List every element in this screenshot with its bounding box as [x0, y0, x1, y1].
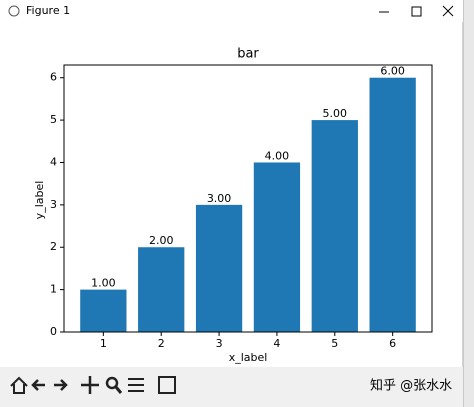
bar [311, 120, 358, 332]
y-tick-label: 0 [50, 325, 57, 338]
x-tick-label: 4 [273, 337, 280, 350]
y-tick-label: 6 [50, 71, 57, 84]
forward-button[interactable] [54, 379, 68, 391]
bar [138, 247, 185, 332]
back-button[interactable] [31, 379, 45, 391]
value-label: 2.00 [149, 234, 174, 247]
window-title: Figure 1 [26, 4, 70, 17]
chart-title: bar [237, 47, 259, 62]
home-button[interactable] [10, 376, 28, 394]
plot-frame [63, 64, 433, 333]
zoom-button[interactable] [105, 376, 119, 390]
y-tick-label: 3 [50, 198, 57, 211]
bar [253, 162, 301, 332]
value-label: 3.00 [207, 192, 232, 205]
value-label: 1.00 [91, 277, 116, 290]
y-tick-label: 5 [50, 113, 57, 126]
y-tick-label: 2 [50, 240, 57, 253]
app-icon [8, 5, 20, 17]
x-tick-label: 2 [158, 337, 165, 350]
configure-button[interactable] [128, 378, 144, 392]
value-label: 4.00 [265, 149, 290, 162]
toolbar [0, 367, 463, 407]
title-bar [0, 0, 463, 22]
x-tick-label: 1 [100, 337, 107, 350]
bar [369, 77, 416, 332]
maximize-button[interactable] [411, 6, 422, 17]
y-axis-label: y_label [33, 181, 46, 220]
x-tick-label: 5 [331, 337, 338, 350]
background-strip [463, 0, 474, 407]
save-button[interactable] [158, 376, 176, 394]
pan-button[interactable] [81, 376, 99, 394]
value-label: 6.00 [380, 65, 405, 78]
x-axis-label: x_label [229, 351, 268, 364]
x-tick-label: 3 [216, 337, 223, 350]
value-label: 5.00 [323, 107, 348, 120]
bar [80, 289, 127, 332]
close-button[interactable] [442, 5, 454, 17]
x-tick-label: 6 [389, 337, 396, 350]
toolbar-icons [10, 376, 176, 394]
bar [195, 204, 243, 332]
y-tick-label: 4 [50, 155, 57, 168]
watermark: 知乎 @张水水 [370, 378, 452, 394]
y-tick-label: 1 [50, 283, 57, 296]
